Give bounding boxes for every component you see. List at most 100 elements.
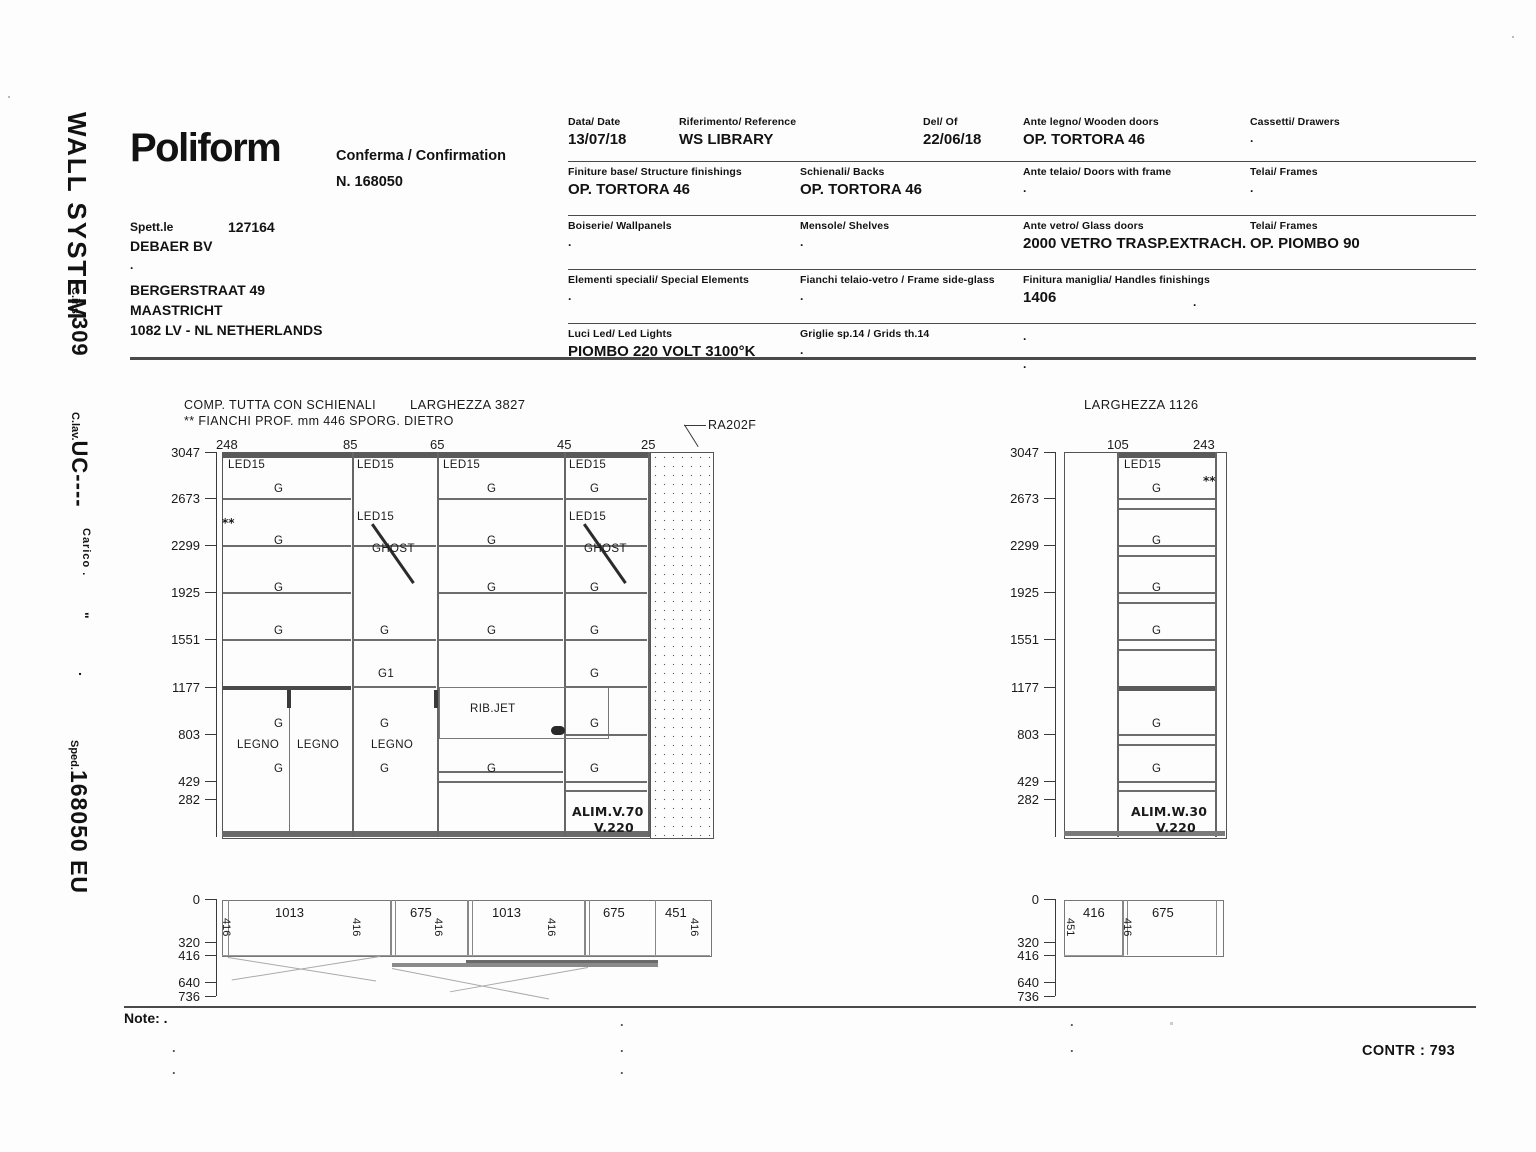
right-plan-depth-736: 736	[1017, 989, 1039, 1004]
shelf-label-g: G	[380, 718, 390, 730]
left-dim-ladder	[216, 452, 217, 837]
right-col-width-243: 243	[1193, 437, 1215, 452]
dim-tick	[1044, 996, 1055, 997]
spine-sped: Sped.168050 EU	[65, 740, 92, 894]
dim-tick	[205, 687, 216, 688]
left-divider-2	[437, 452, 439, 837]
poliform-logo: Poliform	[130, 126, 282, 170]
left-plan-div-1	[390, 900, 392, 955]
spec-value: 1406	[1023, 289, 1057, 306]
spine-clav: C.lav.UC----	[66, 412, 92, 508]
right-plan-dim-ladder	[1055, 899, 1056, 996]
wood-label: LEGNO	[297, 739, 340, 751]
left-plan-dim-ladder	[216, 899, 217, 996]
wood-label: LEGNO	[237, 739, 280, 751]
right-height-1551: 1551	[1010, 632, 1039, 647]
right-plan-depth-416: 416	[1017, 948, 1039, 963]
spec-value: .	[1250, 131, 1254, 145]
right-plan-div-1b	[1127, 900, 1128, 955]
callout-leader-h	[684, 425, 706, 426]
left-plan-div-3b	[589, 900, 590, 955]
shelf-label-g: G	[590, 625, 600, 637]
shelf	[1119, 555, 1215, 557]
left-plan-div-2b	[472, 900, 473, 955]
dim-tick	[205, 799, 216, 800]
left-plan-depth-label: 416	[545, 918, 557, 937]
right-plan-width-416: 416	[1083, 905, 1105, 920]
spec-row: Data/ Date 13/07/18 Riferimento/ Referen…	[568, 112, 1476, 161]
callout-ra202f: RA202F	[708, 418, 757, 432]
left-plan-div-3	[584, 900, 586, 955]
note-dot: .	[620, 1040, 624, 1055]
left-plan-width-675b: 675	[603, 905, 625, 920]
customer-address-2: MAASTRICHT	[130, 302, 223, 318]
right-plan-outline	[1064, 900, 1224, 957]
left-plan-depth-416: 416	[178, 948, 200, 963]
dim-tick	[1044, 781, 1055, 782]
flap-label: RIB.JET	[470, 703, 516, 715]
left-divider-4	[648, 452, 650, 837]
spine-carico: Carico .	[80, 528, 92, 577]
right-top-cap	[1119, 452, 1215, 458]
right-height-1177: 1177	[1011, 680, 1039, 695]
shelf-label-g: G	[1152, 625, 1162, 637]
dim-tick	[205, 498, 216, 499]
header-divider	[130, 357, 1476, 360]
right-height-429: 429	[1017, 774, 1039, 789]
spec-value: .	[1250, 181, 1254, 195]
shelf-label-g: G	[487, 483, 497, 495]
right-plan-depth-label-416: 416	[1121, 918, 1133, 937]
flap-handle-icon	[551, 726, 565, 735]
customer-address-1: BERGERSTRAAT 49	[130, 282, 266, 298]
plan-swing-leader	[449, 967, 588, 993]
shelf	[1119, 649, 1215, 651]
right-height-2673: 2673	[1010, 491, 1039, 506]
spec-label: Data/ Date	[568, 116, 621, 128]
customer-code: 127164	[228, 219, 275, 235]
shelf	[439, 771, 563, 773]
left-plan-depth-0: 0	[192, 892, 200, 907]
shelf	[1119, 592, 1215, 594]
spec-label: Telai/ Frames	[1250, 220, 1318, 232]
spec-value: .	[800, 343, 804, 357]
left-height-3047: 3047	[171, 445, 200, 460]
led-label: LED15	[1124, 459, 1162, 471]
right-divider-1	[1117, 452, 1119, 837]
confirmation-number: N. 168050	[336, 174, 403, 190]
left-height-1925: 1925	[171, 585, 200, 600]
shelf	[223, 498, 351, 500]
callout-leader-d	[684, 424, 699, 448]
left-plan-width-1013a: 1013	[275, 905, 304, 920]
led-label: LED15	[228, 459, 266, 471]
spec-label: Finitura maniglia/ Handles finishings	[1023, 274, 1210, 286]
dim-tick	[205, 781, 216, 782]
right-divider-2	[1215, 452, 1217, 837]
spec-value: OP. TORTORA 46	[1023, 131, 1145, 148]
power-label-2: V.220	[1156, 820, 1196, 835]
led-label: LED15	[443, 459, 481, 471]
dim-tick	[1044, 942, 1055, 943]
spec-label: Fianchi telaio-vetro / Frame side-glass	[800, 274, 995, 286]
spec-row: Boiserie/ Wallpanels . Mensole/ Shelves …	[568, 215, 1476, 269]
shelf-label-g: G	[274, 763, 284, 775]
left-width-label: LARGHEZZA 3827	[410, 397, 526, 412]
contract-number: CONTR : 793	[1362, 1043, 1456, 1059]
spec-label: Elementi speciali/ Special Elements	[568, 274, 749, 286]
spec-value: 22/06/18	[923, 131, 982, 148]
spec-row: Finiture base/ Structure finishings OP. …	[568, 161, 1476, 215]
scan-speck	[1170, 1022, 1173, 1025]
shelf	[566, 498, 647, 500]
left-divider-1	[352, 452, 354, 837]
shelf	[1119, 498, 1215, 500]
spettle-label: Spett.le	[130, 220, 174, 234]
shelf-label-g: G	[487, 535, 497, 547]
shelf	[439, 592, 563, 594]
shelf-label-g: G	[487, 763, 497, 775]
dim-tick	[205, 955, 216, 956]
right-dim-ladder	[1055, 452, 1056, 837]
spec-value: 2000 VETRO TRASP.EXTRACH.	[1023, 235, 1247, 252]
right-base-cap	[1064, 831, 1225, 836]
dim-tick	[205, 592, 216, 593]
left-plan-depth-label: 416	[350, 918, 362, 937]
